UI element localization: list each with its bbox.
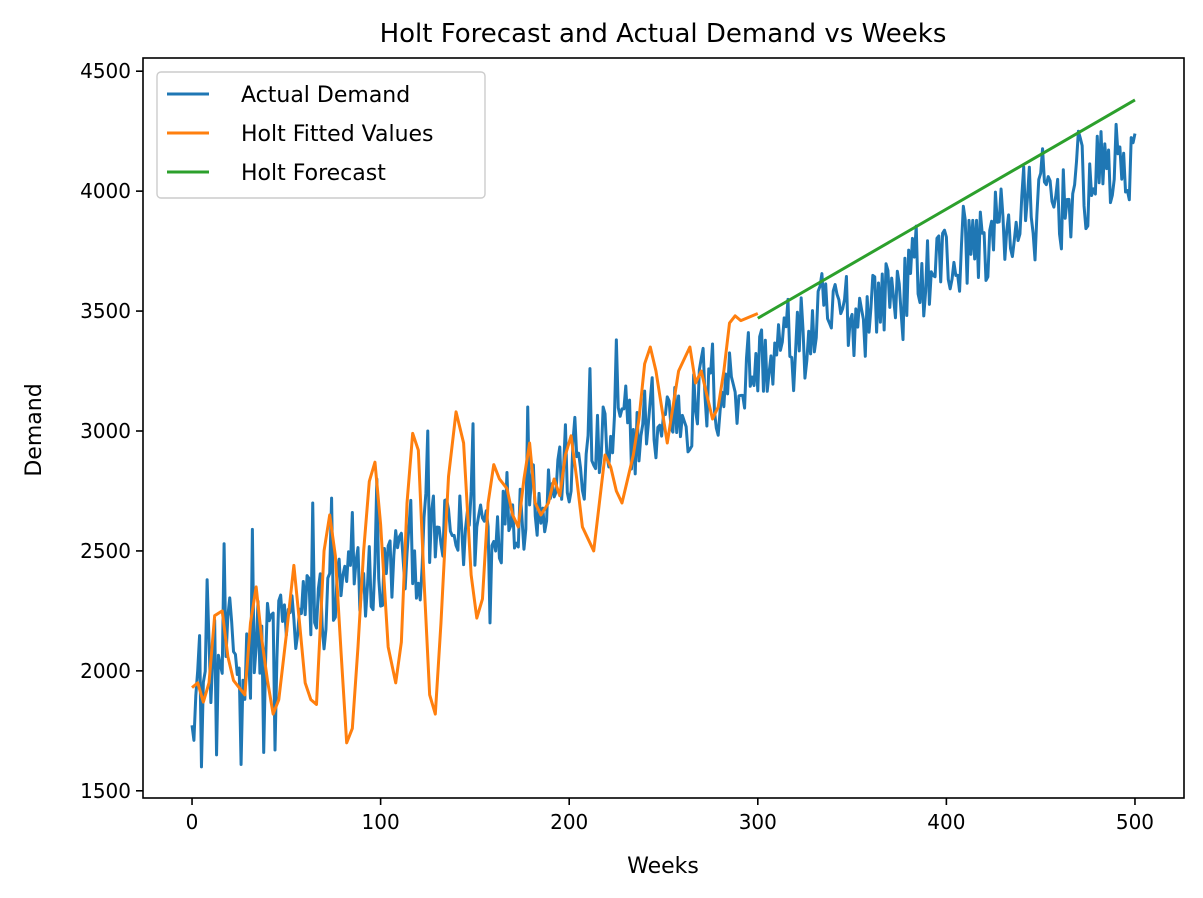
series-line-holt-forecast (757, 98, 1136, 320)
legend-box (156, 71, 486, 199)
series-line-holt-fitted-values (191, 312, 759, 745)
x-tick-label: 300 (739, 810, 777, 834)
y-axis-label: Demand (22, 383, 47, 476)
y-tick-label: 2000 (80, 659, 131, 683)
y-tick-label: 1500 (80, 779, 131, 803)
legend-label: Holt Fitted Values (241, 122, 434, 147)
legend: Actual Demand Holt Fitted Values Holt Fore… (156, 71, 486, 199)
x-tick-label: 200 (550, 810, 588, 834)
x-tick-label: 400 (927, 810, 965, 834)
ticks-layer: 0 100 200 300 400 500 1500 2000 2500 3000 3500 4000… (80, 59, 1154, 834)
x-axis-label: Weeks (627, 854, 699, 879)
y-tick-label: 3500 (80, 299, 131, 323)
legend-label: Actual Demand (241, 83, 410, 108)
legend-label: Holt Forecast (241, 161, 386, 186)
x-tick-label: 100 (362, 810, 400, 834)
y-tick-label: 3000 (80, 419, 131, 443)
series-layer (190, 98, 1137, 769)
y-tick-label: 4500 (80, 59, 131, 83)
x-tick-label: 0 (186, 810, 199, 834)
chart-title: Holt Forecast and Actual Demand vs Weeks (380, 19, 947, 49)
axes-frame (142, 57, 1185, 799)
y-tick-label: 4000 (80, 179, 131, 203)
y-tick-label: 2500 (80, 539, 131, 563)
x-tick-label: 500 (1116, 810, 1154, 834)
